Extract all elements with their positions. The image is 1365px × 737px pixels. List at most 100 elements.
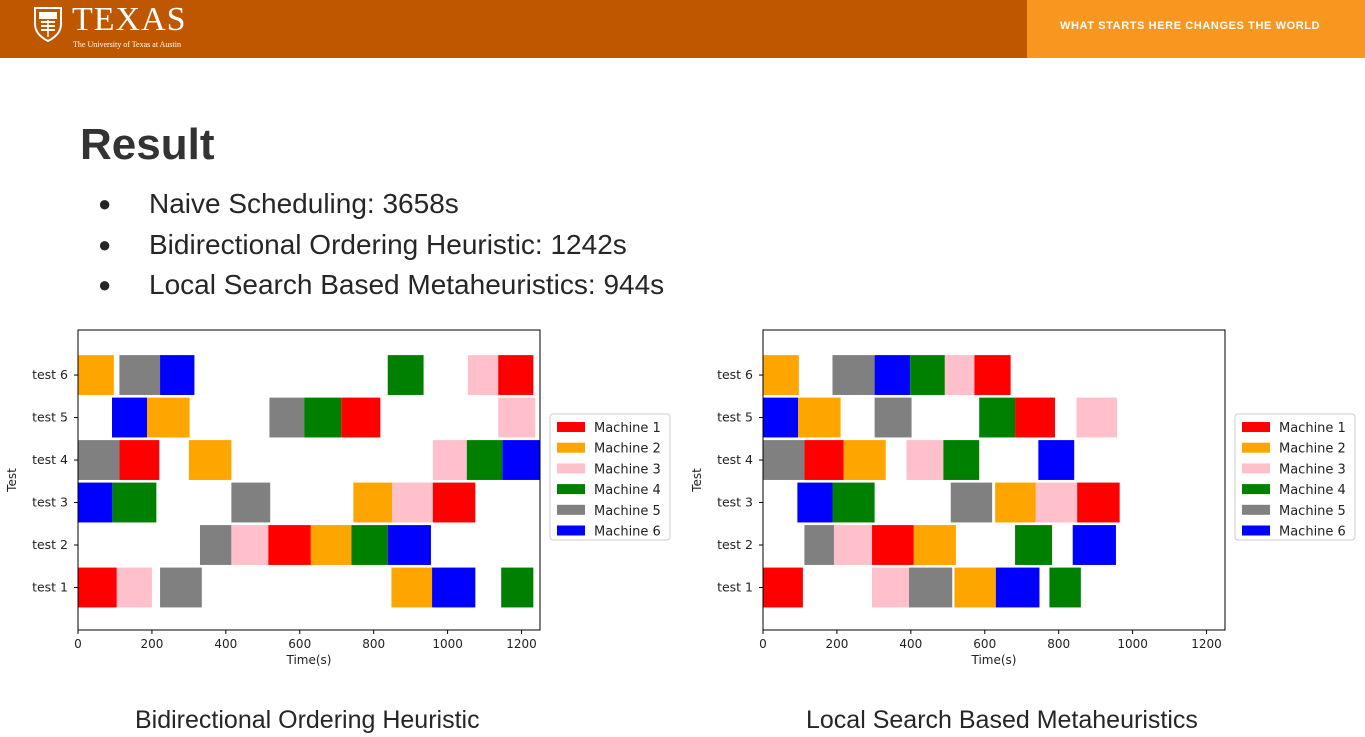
x-tick-label: 1000 <box>432 637 463 651</box>
result-item-bidirectional: ● Bidirectional Ordering Heuristic: 1242s <box>96 225 664 266</box>
gantt-bar-test5-machine6 <box>763 397 799 438</box>
gantt-bar-test5-machine4 <box>304 397 342 438</box>
gantt-bar-test2-machine5 <box>804 525 834 565</box>
logo-wordmark: TEXAS <box>72 1 187 38</box>
gantt-bar-test3-machine6 <box>797 482 833 523</box>
gantt-bar-test2-machine4 <box>1015 525 1053 565</box>
legend-label-machine4: Machine 4 <box>594 483 661 498</box>
y-tick-label: test 3 <box>32 495 68 510</box>
gantt-bar-test4-machine2 <box>188 440 232 480</box>
gantt-bar-test2-machine3 <box>231 525 269 565</box>
x-tick-label: 200 <box>825 637 848 651</box>
gantt-bar-test3-machine5 <box>950 482 993 523</box>
logo-subtitle: The University of Texas at Austin <box>73 40 181 49</box>
y-tick-label: test 4 <box>717 452 753 467</box>
gantt-bar-test4-machine4 <box>466 440 503 480</box>
gantt-bar-test1-machine2 <box>391 567 433 608</box>
gantt-bar-test4-machine5 <box>763 440 805 480</box>
legend-label-machine2: Machine 2 <box>1279 442 1346 457</box>
gantt-bar-test1-machine6 <box>432 567 476 608</box>
legend-swatch-machine1 <box>557 422 585 432</box>
gantt-bar-test5-machine1 <box>341 397 381 438</box>
gantt-bar-test1-machine2 <box>954 567 996 608</box>
gantt-bar-test5-machine5 <box>874 397 912 438</box>
gantt-bar-test2-machine5 <box>199 525 232 565</box>
chart-caption-bidirectional: Bidirectional Ordering Heuristic <box>135 706 480 734</box>
legend-swatch-machine1 <box>1242 422 1270 432</box>
legend-swatch-machine4 <box>1242 484 1270 495</box>
gantt-bar-test6-machine2 <box>763 355 799 395</box>
gantt-bar-test1-machine1 <box>763 567 803 608</box>
legend-label-machine2: Machine 2 <box>594 442 661 457</box>
x-tick-label: 1200 <box>506 637 537 651</box>
y-tick-label: test 3 <box>717 495 753 510</box>
legend-label-machine5: Machine 5 <box>1279 504 1346 519</box>
gantt-bar-test4-machine3 <box>432 440 467 480</box>
gantt-bar-test1-machine6 <box>995 567 1040 608</box>
legend-swatch-machine6 <box>557 525 585 536</box>
result-text: Bidirectional Ordering Heuristic: 1242s <box>149 228 627 260</box>
result-item-naive: ● Naive Scheduling: 3658s <box>96 184 664 225</box>
legend-label-machine1: Machine 1 <box>1279 421 1346 436</box>
gantt-bar-test4-machine4 <box>943 440 980 480</box>
bullet-icon: ● <box>98 231 112 257</box>
gantt-bar-test1-machine1 <box>78 567 117 608</box>
gantt-bar-test3-machine4 <box>832 482 875 523</box>
gantt-bar-test6-machine6 <box>160 355 195 395</box>
gantt-bar-test3-machine1 <box>432 482 476 523</box>
gantt-bar-test4-machine6 <box>502 440 540 480</box>
gantt-bar-test6-machine1 <box>974 355 1011 395</box>
x-tick-label: 600 <box>288 637 311 651</box>
legend-label-machine3: Machine 3 <box>1279 462 1346 477</box>
gantt-bar-test1-machine4 <box>1049 567 1081 608</box>
gantt-bar-test3-machine4 <box>112 482 157 523</box>
gantt-chart-local-search: 0 200 400 600 800 1000 1200 Time(s) test 1 test 2… <box>690 329 1356 667</box>
bullet-icon: ● <box>98 191 112 216</box>
legend-swatch-machine5 <box>557 504 585 515</box>
x-tick-label: 800 <box>1047 637 1070 651</box>
x-axis-label: Time(s) <box>971 653 1017 667</box>
x-tick-label: 1200 <box>1191 637 1222 651</box>
y-tick-label: test 1 <box>32 580 68 595</box>
gantt-bar-test4-machine2 <box>843 440 886 480</box>
y-tick-label: test 2 <box>32 537 68 552</box>
ut-seal-icon <box>34 7 62 42</box>
gantt-bar-test4-machine6 <box>1038 440 1075 480</box>
legend-swatch-machine3 <box>557 463 585 474</box>
legend-swatch-machine3 <box>1242 463 1270 474</box>
gantt-bar-test5-machine3 <box>1076 397 1118 438</box>
gantt-bar-test3-machine6 <box>78 482 113 523</box>
gantt-bar-test2-machine1 <box>872 525 914 565</box>
gantt-bar-test2-machine2 <box>913 525 956 565</box>
x-tick-label: 600 <box>973 637 996 651</box>
gantt-bar-test2-machine3 <box>833 525 873 565</box>
gantt-bar-test2-machine6 <box>387 525 431 565</box>
gantt-bar-test2-machine6 <box>1072 525 1116 565</box>
gantt-bar-test4-machine1 <box>119 440 160 480</box>
gantt-bar-test3-machine2 <box>995 482 1036 523</box>
result-list: ● Naive Scheduling: 3658s ● Bidirectional … <box>96 184 664 306</box>
gantt-bar-test3-machine3 <box>1035 482 1078 523</box>
legend-swatch-machine4 <box>557 484 585 495</box>
result-text: Naive Scheduling: 3658s <box>149 188 459 219</box>
legend-swatch-machine2 <box>1242 442 1270 453</box>
legend-label-machine6: Machine 6 <box>1279 525 1346 540</box>
gantt-bar-test3-machine2 <box>353 482 393 523</box>
y-tick-label: test 6 <box>717 367 753 382</box>
gantt-bar-test2-machine2 <box>310 525 352 565</box>
gantt-bar-test6-machine3 <box>467 355 499 395</box>
y-axis-label: Test <box>5 468 19 493</box>
gantt-bar-test4-machine5 <box>78 440 120 480</box>
gantt-bar-test5-machine2 <box>147 397 190 438</box>
legend-swatch-machine5 <box>1242 504 1270 515</box>
x-tick-label: 400 <box>214 637 237 651</box>
y-tick-label: test 1 <box>717 580 753 595</box>
x-axis-label: Time(s) <box>286 653 332 667</box>
x-tick-label: 400 <box>899 637 922 651</box>
gantt-bar-test3-machine3 <box>392 482 433 523</box>
chart-caption-local-search: Local Search Based Metaheuristics <box>806 706 1198 734</box>
gantt-bar-test3-machine1 <box>1077 482 1120 523</box>
tagline: WHAT STARTS HERE CHANGES THE WORLD <box>1060 20 1321 32</box>
gantt-bar-test6-machine4 <box>910 355 945 395</box>
gantt-bar-test6-machine3 <box>944 355 975 395</box>
